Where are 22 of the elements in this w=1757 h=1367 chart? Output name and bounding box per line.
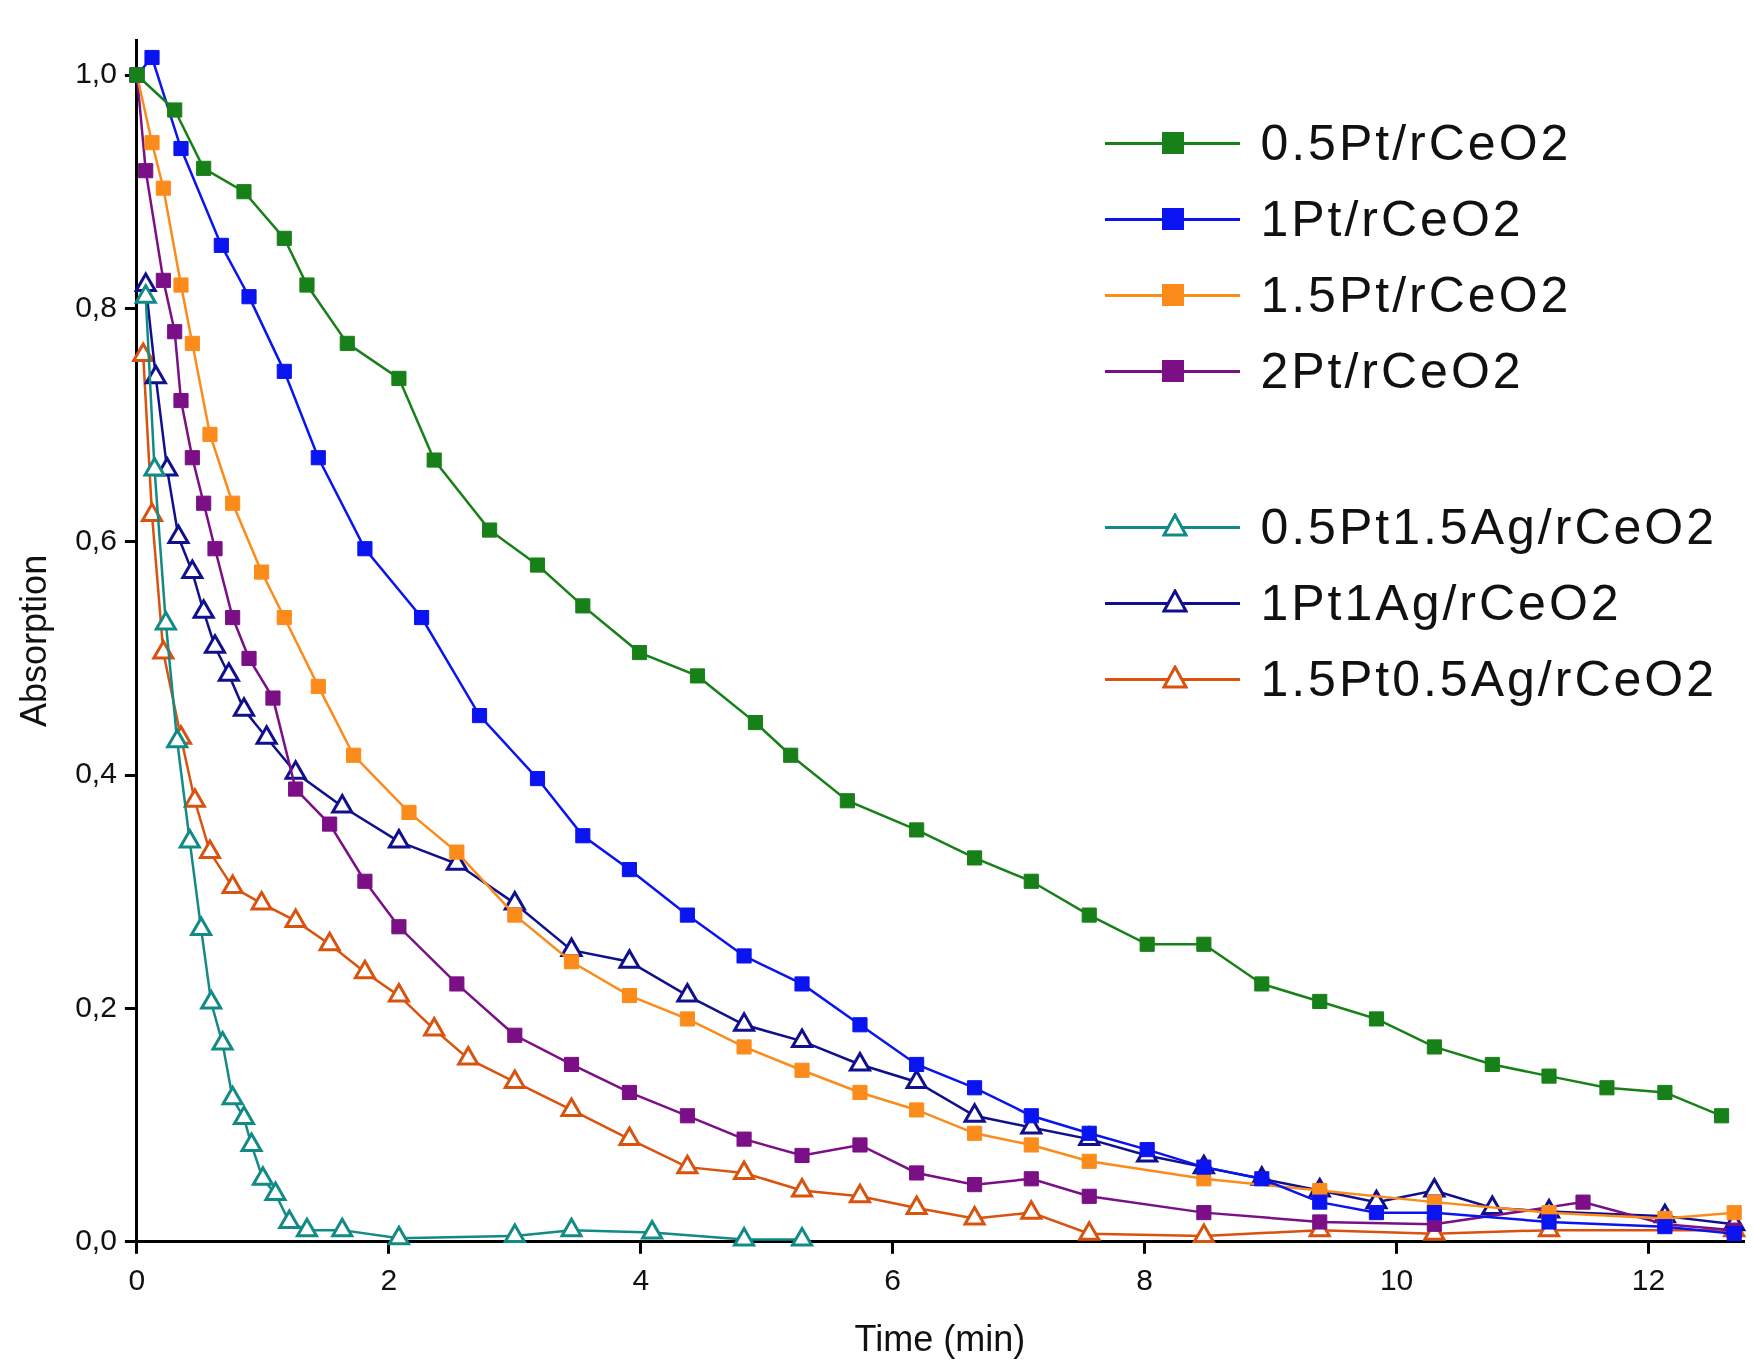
legend-label: 2Pt/rCeO2 [1260,342,1524,400]
legend-label: 1Pt/rCeO2 [1260,190,1524,248]
x-tick-label: 8 [1136,1263,1153,1297]
legend-label: 1.5Pt0.5Ag/rCeO2 [1260,650,1717,708]
y-tick-label: 1,0 [75,56,117,90]
x-tick-label: 12 [1631,1263,1666,1297]
y-tick-label: 0,2 [75,989,117,1023]
y-axis-title: Absorption [12,554,54,727]
y-tick-label: 0,6 [75,522,117,556]
x-tick-label: 10 [1379,1263,1414,1297]
legend-label: 1Pt1Ag/rCeO2 [1260,574,1622,632]
legend-label: 0.5Pt1.5Ag/rCeO2 [1260,498,1717,556]
y-tick-label: 0,0 [75,1223,117,1257]
y-tick-label: 0,8 [75,289,117,323]
legend-label: 1.5Pt/rCeO2 [1260,266,1572,324]
x-tick-label: 0 [128,1263,146,1297]
y-tick-label: 0,4 [75,756,117,790]
x-tick-label: 4 [632,1263,650,1297]
x-tick-label: 6 [884,1263,902,1297]
legend-label: 0.5Pt/rCeO2 [1260,114,1572,172]
x-axis-title: Time (min) [854,1318,1026,1360]
x-tick-label: 2 [380,1263,398,1297]
